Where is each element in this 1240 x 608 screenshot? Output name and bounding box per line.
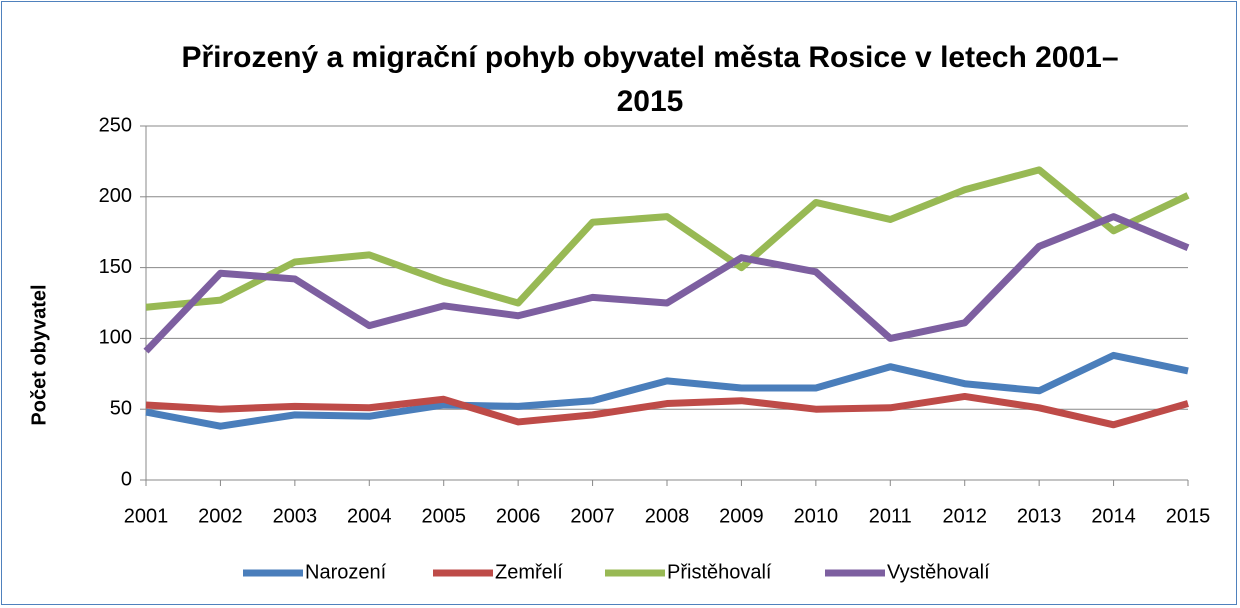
legend-label: Narození (305, 561, 387, 583)
y-tick-label: 250 (99, 114, 132, 136)
x-tick-label: 2006 (496, 505, 541, 527)
x-tick-label: 2007 (570, 505, 615, 527)
y-tick-label: 100 (99, 327, 132, 349)
legend-label: Vystěhovalí (887, 561, 990, 583)
x-tick-label: 2011 (869, 505, 912, 527)
y-tick-label: 50 (110, 397, 132, 419)
y-tick-label: 0 (121, 468, 132, 490)
series-line (143, 213, 1190, 354)
x-tick-label: 2005 (421, 505, 466, 527)
y-tick-label: 200 (99, 185, 132, 207)
x-tick-label: 2014 (1091, 505, 1136, 527)
legend-label: Přistěhovalí (667, 561, 772, 583)
x-tick-label: 2010 (794, 505, 839, 527)
x-tick-label: 2003 (273, 505, 318, 527)
y-axis-label: Počet obyvatel (28, 284, 50, 425)
x-tick-label: 2002 (198, 505, 243, 527)
legend-label: Zemřelí (495, 561, 563, 583)
x-tick-label: 2012 (942, 505, 987, 527)
x-tick-label: 2009 (719, 505, 764, 527)
chart-title: Přirozený a migrační pohyb obyvatel měst… (181, 41, 1119, 118)
series-line (145, 392, 1189, 429)
x-tick-label: 2015 (1166, 505, 1211, 527)
series-line (145, 166, 1190, 311)
series-line (145, 351, 1189, 430)
y-tick-label: 150 (99, 256, 132, 278)
x-tick-label: 2001 (124, 505, 169, 527)
x-tick-label: 2008 (645, 505, 690, 527)
x-tick-label: 2004 (347, 505, 392, 527)
x-tick-label: 2013 (1017, 505, 1062, 527)
